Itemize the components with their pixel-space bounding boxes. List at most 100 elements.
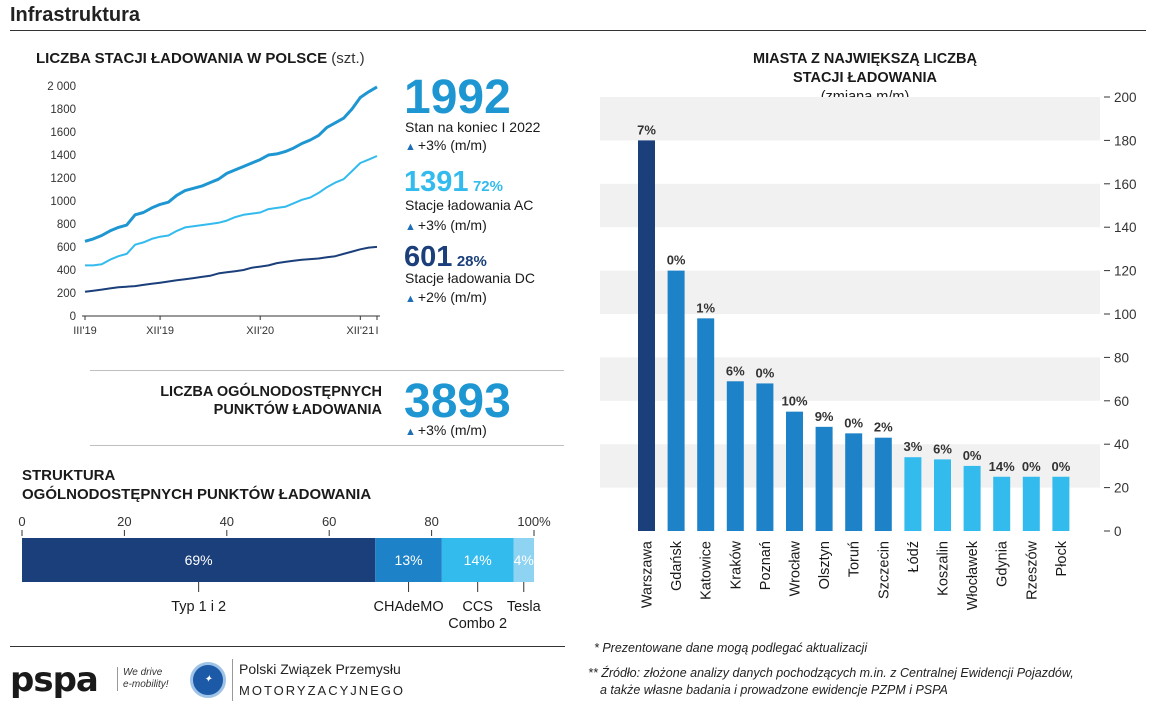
y-tick-label: 400: [57, 265, 76, 277]
bar-value-label: 0%: [667, 253, 686, 268]
city-bar: [874, 437, 892, 531]
line-chart-title: LICZBA STACJI ŁADOWANIA W POLSCE (szt.): [36, 50, 365, 67]
city-bar: [815, 426, 833, 531]
city-bar: [786, 411, 803, 531]
bar-value-label: 1%: [696, 300, 715, 315]
footer-divider: [10, 646, 565, 647]
cities-title-line1: MIASTA Z NAJWIĘKSZĄ LICZBĄ: [753, 51, 977, 67]
total-stations-label: Stan na koniec I 2022: [405, 119, 541, 135]
bar-value-label: 9%: [815, 409, 834, 424]
y-tick-label: 140: [1114, 220, 1137, 235]
structure-title: STRUKTURA OGÓLNODOSTĘPNYCH PUNKTÓW ŁADOW…: [22, 466, 371, 504]
section-divider: [90, 370, 564, 371]
pzpm-emblem-icon: ✦: [190, 662, 226, 698]
ac-stations-share: 72%: [472, 178, 503, 195]
y-tick-label: 1200: [50, 173, 76, 185]
bar-value-label: 6%: [726, 363, 745, 378]
city-bar: [1022, 476, 1040, 531]
up-triangle-icon: ▲: [405, 426, 416, 438]
y-tick-label: 160: [1114, 177, 1137, 192]
city-bar: [697, 318, 715, 531]
city-bar: [934, 459, 951, 531]
x-tick-label: XII'21: [346, 325, 374, 337]
cities-title-line2: STACJI ŁADOWANIA: [793, 70, 937, 86]
pspa-logo: pspa: [10, 660, 99, 700]
header-divider: [10, 30, 1146, 31]
y-tick-label: 120: [1114, 264, 1137, 279]
city-category-label: Gdynia: [995, 540, 1011, 587]
city-category-label: Łódź: [906, 541, 922, 572]
segment-value-label: 4%: [514, 552, 534, 568]
city-bar: [904, 457, 922, 531]
city-bar: [963, 465, 981, 531]
y-tick-label: 80: [1114, 350, 1129, 365]
footnote-2-line1: ** Źródło: złożone analizy danych pochod…: [588, 666, 1074, 680]
y-tick-label: 60: [1114, 394, 1129, 409]
city-category-label: Katowice: [699, 541, 715, 600]
bar-value-label: 0%: [844, 415, 863, 430]
city-bar: [726, 381, 744, 531]
segment-name-label: Tesla: [507, 599, 542, 615]
y-tick-label: 2 000: [47, 81, 76, 93]
structure-segment-4: [513, 538, 534, 582]
page-title: Infrastruktura: [10, 4, 141, 26]
series-line-2: [85, 155, 378, 267]
y-tick-label: 180: [1114, 133, 1137, 148]
y-tick-label: 40: [1114, 437, 1129, 452]
y-tick-label: 0: [70, 311, 76, 323]
dc-change-text: +2% (m/m): [417, 289, 487, 305]
city-category-label: Koszalin: [936, 541, 952, 596]
we-drive-tagline: We drive e-mobility!: [117, 667, 169, 691]
structure-title-line1: STRUKTURA: [22, 467, 116, 484]
city-category-label: Gdańsk: [669, 540, 685, 591]
series-line-3: [84, 245, 378, 293]
city-category-label: Olsztyn: [817, 541, 833, 589]
up-triangle-icon: ▲: [405, 221, 416, 233]
bar-value-label: 0%: [1022, 459, 1041, 474]
x-tick-label: XII'20: [246, 325, 274, 337]
grid-band: [600, 97, 1100, 141]
bar-value-label: 0%: [963, 448, 982, 463]
city-bar: [756, 383, 774, 531]
charging-points-value: 3893: [404, 375, 511, 428]
x-tick-label: XII'19: [146, 325, 174, 337]
segment-name-label: Typ 1 i 2: [171, 599, 226, 615]
bar-value-label: 0%: [756, 365, 775, 380]
structure-segment-1: [22, 538, 376, 582]
city-category-label: Włocławek: [965, 540, 981, 610]
bar-value-label: 10%: [781, 394, 807, 409]
y-tick-label: 600: [57, 242, 76, 254]
city-category-label: Rzeszów: [1024, 540, 1040, 599]
bar-value-label: 7%: [637, 122, 656, 137]
series-line-1: [84, 85, 378, 243]
footnote-2: ** Źródło: złożone analizy danych pochod…: [588, 665, 1074, 699]
structure-title-line2: OGÓLNODOSTĘPNYCH PUNKTÓW ŁADOWANIA: [22, 486, 372, 503]
section-divider: [90, 445, 564, 446]
segment-name-label: Combo 2: [448, 616, 507, 632]
pzpm-line2: MOTORYZACYJNEGO: [239, 683, 406, 698]
y-tick-label: 200: [1114, 90, 1137, 105]
y-tick-label: 1000: [50, 196, 76, 208]
footnote-2-line2: a także własne badania i prowadzone ewid…: [600, 683, 948, 697]
grid-band: [600, 183, 1100, 228]
ac-change-text: +3% (m/m): [417, 217, 487, 233]
y-tick-label: 1600: [50, 127, 76, 139]
total-stations-value: 1992: [404, 71, 511, 124]
x-tick-label: I: [375, 325, 378, 337]
axis-tick-label: 80: [424, 514, 438, 529]
charging-points-change: ▲ +3% (m/m): [405, 422, 487, 438]
city-bar: [993, 476, 1011, 531]
ac-stations-change: ▲ +3% (m/m): [405, 217, 487, 233]
y-tick-label: 0: [1114, 524, 1122, 539]
x-tick-label: III'19: [73, 325, 97, 337]
city-bar: [667, 270, 685, 531]
we-drive-line1: We drive: [123, 667, 163, 678]
charging-points-title-line1: LICZBA OGÓLNODOSTĘPNYCH: [160, 384, 382, 400]
city-bar: [1052, 476, 1070, 531]
line-chart-title-text: LICZBA STACJI ŁADOWANIA W POLSCE: [36, 50, 328, 67]
axis-tick-label: 100%: [517, 514, 551, 529]
up-triangle-icon: ▲: [405, 141, 416, 153]
total-change-text: +3% (m/m): [417, 137, 487, 153]
segment-name-label: CCS: [462, 599, 493, 615]
axis-tick-label: 20: [117, 514, 131, 529]
